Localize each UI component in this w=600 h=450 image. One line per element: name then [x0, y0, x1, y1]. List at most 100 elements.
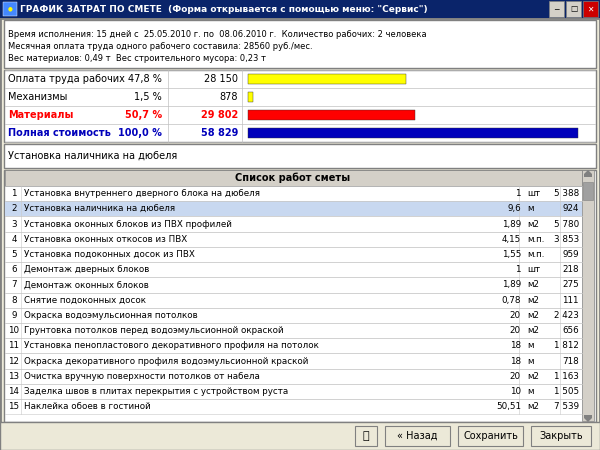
- Text: Список работ сметы: Список работ сметы: [235, 173, 350, 183]
- Text: 47,8 %: 47,8 %: [128, 74, 162, 84]
- Text: 0,78: 0,78: [502, 296, 521, 305]
- Bar: [4, 70, 596, 142]
- Text: 58 829: 58 829: [200, 128, 238, 138]
- Text: Установка подоконных досок из ПВХ: Установка подоконных досок из ПВХ: [24, 250, 195, 259]
- Bar: [5, 170, 582, 186]
- Text: 5 780: 5 780: [554, 220, 579, 229]
- Text: 11: 11: [8, 342, 19, 351]
- Text: 4: 4: [11, 235, 17, 244]
- Text: 1,55: 1,55: [502, 250, 521, 259]
- Text: 959: 959: [562, 250, 579, 259]
- Text: 878: 878: [220, 92, 238, 102]
- Text: м.п.: м.п.: [527, 235, 544, 244]
- Text: Оплата труда рабочих: Оплата труда рабочих: [8, 74, 125, 84]
- Text: 111: 111: [563, 296, 579, 305]
- Text: 3: 3: [11, 220, 17, 229]
- Text: Демонтаж дверных блоков: Демонтаж дверных блоков: [24, 265, 149, 274]
- Bar: [248, 110, 415, 121]
- Bar: [0, 422, 600, 450]
- Text: ✕: ✕: [587, 4, 593, 13]
- Text: 7 539: 7 539: [554, 402, 579, 411]
- Bar: [4, 20, 596, 68]
- Text: 1,89: 1,89: [502, 220, 521, 229]
- Text: Установка наличника на дюбеля: Установка наличника на дюбеля: [8, 151, 177, 161]
- Text: Очистка вручную поверхности потолков от набела: Очистка вручную поверхности потолков от …: [24, 372, 260, 381]
- Text: Полная стоимость: Полная стоимость: [8, 128, 111, 138]
- Text: м: м: [527, 356, 533, 365]
- Text: м.п.: м.п.: [527, 250, 544, 259]
- Text: м2: м2: [527, 296, 539, 305]
- Text: 1 812: 1 812: [554, 342, 579, 351]
- Bar: [3, 2, 17, 16]
- Text: Механизмы: Механизмы: [8, 92, 67, 102]
- Text: 14: 14: [8, 387, 19, 396]
- FancyArrow shape: [584, 170, 592, 177]
- Text: м2: м2: [527, 280, 539, 289]
- Text: м2: м2: [527, 326, 539, 335]
- Bar: [4, 144, 596, 168]
- Bar: [583, 1, 598, 17]
- Text: Заделка швов в плитах перекрытия с устройством руста: Заделка швов в плитах перекрытия с устро…: [24, 387, 288, 396]
- FancyArrow shape: [584, 415, 592, 422]
- Bar: [549, 1, 564, 17]
- Text: Наклейка обоев в гостиной: Наклейка обоев в гостиной: [24, 402, 151, 411]
- Text: 15: 15: [8, 402, 20, 411]
- Text: Установка оконных откосов из ПВХ: Установка оконных откосов из ПВХ: [24, 235, 187, 244]
- Text: Установка наличника на дюбеля: Установка наличника на дюбеля: [24, 204, 175, 213]
- Text: 7: 7: [11, 280, 17, 289]
- Bar: [583, 182, 593, 200]
- Text: 13: 13: [8, 372, 20, 381]
- Text: 20: 20: [510, 326, 521, 335]
- Text: Установка пенопластового декоративного профиля на потолок: Установка пенопластового декоративного п…: [24, 342, 319, 351]
- Text: 🖨: 🖨: [362, 431, 370, 441]
- Text: 2: 2: [11, 204, 17, 213]
- Text: 29 802: 29 802: [201, 110, 238, 120]
- Text: шт: шт: [527, 189, 540, 198]
- Text: 1: 1: [515, 265, 521, 274]
- Text: 9,6: 9,6: [508, 204, 521, 213]
- Text: м: м: [527, 342, 533, 351]
- Bar: [0, 0, 600, 18]
- Text: 4,15: 4,15: [502, 235, 521, 244]
- Text: 2 423: 2 423: [554, 311, 579, 320]
- Text: м: м: [527, 387, 533, 396]
- Text: 8: 8: [11, 296, 17, 305]
- Text: м2: м2: [527, 220, 539, 229]
- Bar: [248, 74, 406, 85]
- Bar: [248, 128, 578, 139]
- Text: 10: 10: [510, 387, 521, 396]
- Text: 6: 6: [11, 265, 17, 274]
- Text: 924: 924: [563, 204, 579, 213]
- Text: 3 853: 3 853: [554, 235, 579, 244]
- Text: Окраска декоративного профиля водоэмульсионной краской: Окраска декоративного профиля водоэмульс…: [24, 356, 308, 365]
- Bar: [5, 201, 582, 216]
- Text: Материалы: Материалы: [8, 110, 73, 120]
- Text: « Назад: « Назад: [397, 431, 438, 441]
- Text: м2: м2: [527, 311, 539, 320]
- Text: ГРАФИК ЗАТРАТ ПО СМЕТЕ  (Форма открывается с помощью меню: "Сервис"): ГРАФИК ЗАТРАТ ПО СМЕТЕ (Форма открываетс…: [20, 4, 428, 13]
- Text: 1 505: 1 505: [554, 387, 579, 396]
- Text: 10: 10: [8, 326, 20, 335]
- Text: 1: 1: [515, 189, 521, 198]
- Text: 20: 20: [510, 372, 521, 381]
- Text: 50,51: 50,51: [496, 402, 521, 411]
- Bar: [355, 426, 377, 446]
- Text: шт: шт: [527, 265, 540, 274]
- Text: 5: 5: [11, 250, 17, 259]
- Text: Окраска водоэмульсионная потолков: Окраска водоэмульсионная потолков: [24, 311, 198, 320]
- Text: Грунтовка потолков перед водоэмульсионной окраской: Грунтовка потолков перед водоэмульсионно…: [24, 326, 284, 335]
- Bar: [248, 92, 253, 103]
- Text: 1,5 %: 1,5 %: [134, 92, 162, 102]
- Text: 28 150: 28 150: [204, 74, 238, 84]
- Text: 18: 18: [510, 342, 521, 351]
- Text: м2: м2: [527, 402, 539, 411]
- Text: 20: 20: [510, 311, 521, 320]
- Text: 18: 18: [510, 356, 521, 365]
- Bar: [4, 170, 596, 422]
- Text: 275: 275: [562, 280, 579, 289]
- Text: 5 388: 5 388: [554, 189, 579, 198]
- Text: 1 163: 1 163: [554, 372, 579, 381]
- Text: Закрыть: Закрыть: [539, 431, 583, 441]
- Text: Сохранить: Сохранить: [463, 431, 518, 441]
- Bar: [531, 426, 591, 446]
